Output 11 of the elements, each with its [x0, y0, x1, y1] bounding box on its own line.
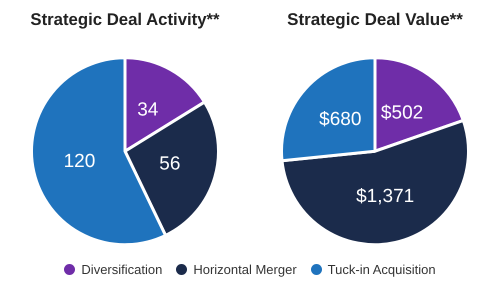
chart-title: Strategic Deal Value** — [287, 10, 464, 29]
data-label: $502 — [380, 102, 424, 124]
data-label: $680 — [319, 109, 362, 130]
data-label: 56 — [159, 154, 180, 175]
chart-title: Strategic Deal Activity** — [30, 10, 220, 29]
data-label: 120 — [64, 150, 96, 172]
data-label: 34 — [137, 100, 159, 121]
legend-label: Diversification — [81, 262, 162, 277]
data-label: $1,371 — [356, 186, 414, 208]
legend-label: Horizontal Merger — [193, 262, 297, 277]
legend-label: Tuck-in Acquisition — [328, 262, 436, 277]
